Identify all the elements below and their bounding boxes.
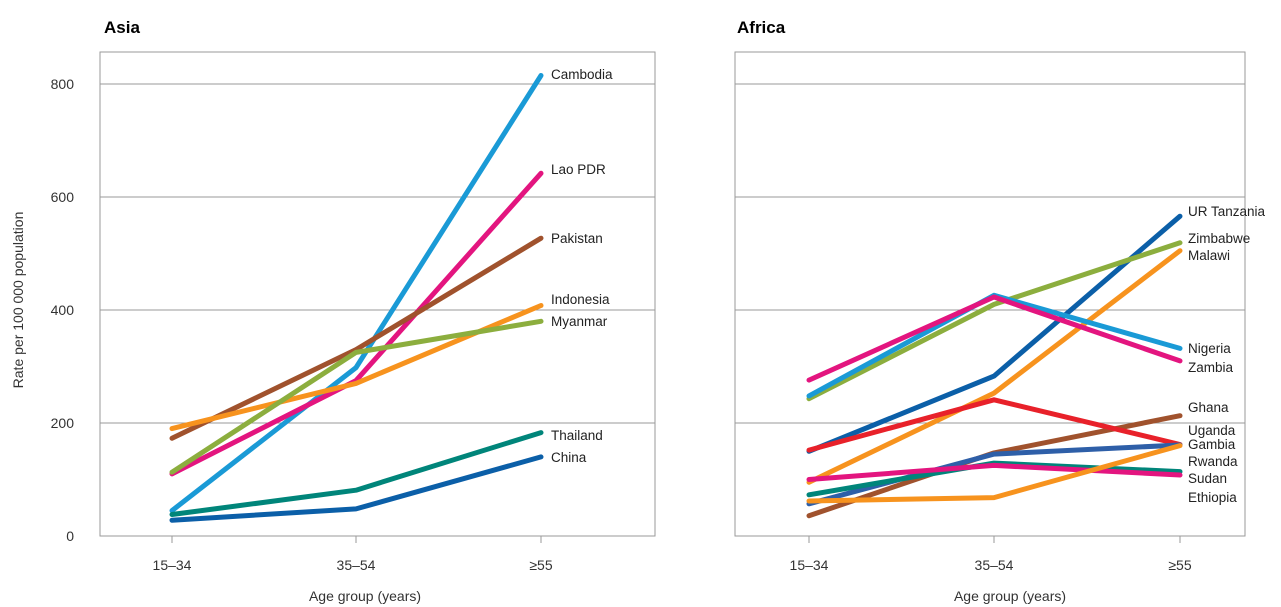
series-label-myanmar: Myanmar [551,314,608,329]
series-line-ethiopia [806,443,1183,504]
x-tick-label: 15–34 [790,557,829,573]
series-label-lao-pdr: Lao PDR [551,162,606,177]
series-label-rwanda: Rwanda [1188,454,1238,469]
series-label-sudan: Sudan [1188,471,1227,486]
x-axis-label: Age group (years) [309,588,421,604]
series-line-myanmar [169,318,544,475]
series-label-zimbabwe: Zimbabwe [1188,231,1250,246]
panel-title: Asia [104,18,140,37]
series-label-ur-tanzania: UR Tanzania [1188,204,1266,219]
y-tick-label: 0 [66,528,74,544]
series-line-gambia [806,442,1183,507]
series-label-cambodia: Cambodia [551,67,613,82]
plot-frame [734,51,1246,537]
series-label-zambia: Zambia [1188,360,1234,375]
series-label-china: China [551,450,587,465]
series-line-cambodia [169,73,544,514]
series-line-zambia [806,294,1183,383]
series-label-ethiopia: Ethiopia [1188,490,1237,505]
series-line-ur-tanzania [806,213,1183,454]
y-tick-label: 200 [51,415,75,431]
series-label-gambia: Gambia [1188,437,1236,452]
y-tick-label: 800 [51,76,75,92]
series-label-ghana: Ghana [1188,400,1229,415]
series-line-zimbabwe [806,240,1183,402]
x-axis-label: Age group (years) [954,588,1066,604]
series-line-pakistan [169,235,544,441]
series-label-malawi: Malawi [1188,248,1230,263]
x-tick-label: 15–34 [153,557,192,573]
series-line-uganda [806,397,1183,453]
series-label-uganda: Uganda [1188,423,1236,438]
series-line-sudan [806,462,1183,482]
panel-title: Africa [737,18,786,37]
x-tick-label: ≥55 [1168,557,1191,573]
series-line-china [169,454,544,523]
series-label-pakistan: Pakistan [551,231,603,246]
plot-frame [99,51,656,537]
series-line-lao-pdr [169,170,544,477]
y-tick-label: 400 [51,302,75,318]
y-axis-label: Rate per 100 000 population [10,212,26,389]
africa-panel: Africa 15–34 35–54 ≥55 Age group (years) UR T… [734,18,1266,604]
x-tick-label: 35–54 [337,557,376,573]
series-line-malawi [806,248,1183,485]
x-tick-label: ≥55 [529,557,552,573]
x-tick-label: 35–54 [975,557,1014,573]
series-label-nigeria: Nigeria [1188,341,1231,356]
series-label-thailand: Thailand [551,428,603,443]
asia-panel: Asia 15–34 35–54 ≥55 0 200 400 600 800 Age group … [10,18,656,604]
series-label-indonesia: Indonesia [551,292,610,307]
y-tick-label: 600 [51,189,75,205]
series-line-thailand [169,430,544,517]
